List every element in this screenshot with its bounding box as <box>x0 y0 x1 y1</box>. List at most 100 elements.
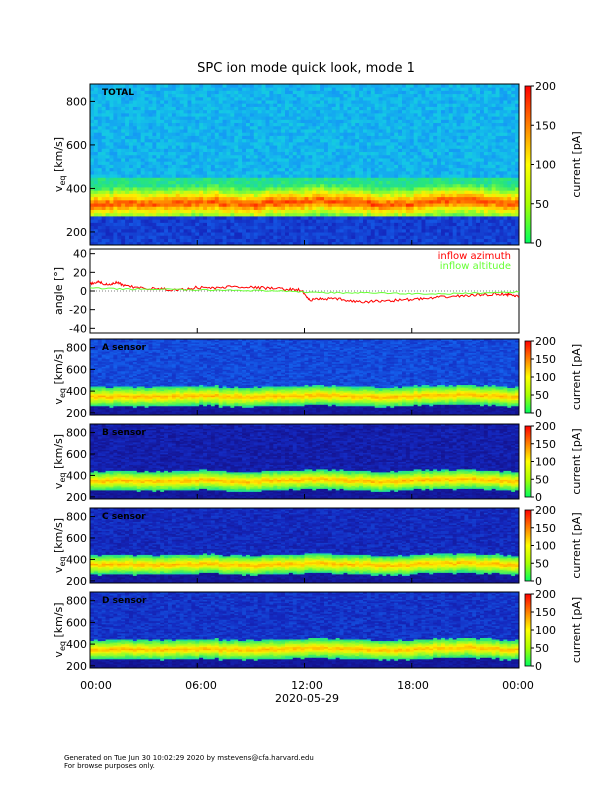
heatmap-cell <box>472 238 477 243</box>
heatmap-cell <box>378 96 383 101</box>
heatmap-cell <box>448 235 454 239</box>
heatmap-cell <box>394 135 399 140</box>
heatmap-cell <box>382 212 387 217</box>
heatmap-cell <box>316 203 321 207</box>
heatmap-cell <box>409 87 415 91</box>
heatmap-cell <box>366 216 372 220</box>
heatmap-cell <box>355 100 360 104</box>
heatmap-cell <box>363 212 368 217</box>
heatmap-cell <box>175 216 181 220</box>
heatmap-cell <box>468 145 473 149</box>
heatmap-cell <box>136 132 142 136</box>
heatmap-cell <box>101 174 106 178</box>
heatmap-cell <box>390 196 395 201</box>
heatmap-cell <box>164 196 169 201</box>
heatmap-cell <box>140 238 145 243</box>
heatmap-cell <box>195 193 200 198</box>
heatmap-cell <box>203 109 208 114</box>
heatmap-cell <box>456 103 461 107</box>
heatmap-cell <box>355 161 360 165</box>
heatmap-cell <box>394 119 399 124</box>
heatmap-cell <box>90 180 95 185</box>
heatmap-cell <box>168 196 173 201</box>
heatmap-cell <box>402 164 407 169</box>
heatmap-cell <box>429 241 434 246</box>
heatmap-cell <box>347 238 352 243</box>
heatmap-cell <box>312 154 317 159</box>
heatmap-cell <box>171 203 177 207</box>
heatmap-cell <box>382 219 387 223</box>
heatmap-cell <box>343 241 348 246</box>
heatmap-cell <box>316 116 321 120</box>
heatmap-cell <box>347 129 352 133</box>
heatmap-cell <box>164 167 169 172</box>
heatmap-cell <box>433 112 438 117</box>
heatmap-cell <box>203 132 208 136</box>
heatmap-cell <box>277 138 282 143</box>
heatmap-cell <box>168 232 173 236</box>
heatmap-cell <box>191 209 196 214</box>
heatmap-cell <box>444 196 450 201</box>
heatmap-cell <box>175 164 181 169</box>
heatmap-cell <box>253 90 259 95</box>
heatmap-cell <box>363 180 368 185</box>
heatmap-cell <box>476 145 481 149</box>
heatmap-cell <box>222 167 227 172</box>
heatmap-cell <box>222 103 227 107</box>
heatmap-cell <box>246 125 251 130</box>
heatmap-cell <box>160 161 165 165</box>
heatmap-cell <box>378 164 383 169</box>
heatmap-cell <box>312 216 317 220</box>
heatmap-cell <box>421 90 426 95</box>
heatmap-cell <box>183 148 188 153</box>
heatmap-cell <box>93 106 99 111</box>
heatmap-cell <box>140 90 145 95</box>
heatmap-cell <box>464 199 469 204</box>
heatmap-cell <box>129 158 134 162</box>
heatmap-cell <box>175 206 181 210</box>
heatmap-cell <box>273 183 278 188</box>
heatmap-cell <box>148 193 153 198</box>
heatmap-cell <box>437 190 442 194</box>
heatmap-cell <box>359 119 364 124</box>
heatmap-cell <box>363 219 368 223</box>
heatmap-cell <box>129 238 134 243</box>
heatmap-cell <box>140 183 145 188</box>
heatmap-cell <box>226 116 231 120</box>
heatmap-cell <box>132 190 138 194</box>
heatmap-cell <box>183 119 188 124</box>
heatmap-cell <box>437 135 442 140</box>
heatmap-cell <box>277 228 282 233</box>
heatmap-cell <box>195 219 200 223</box>
heatmap-cell <box>405 109 411 114</box>
heatmap-cell <box>359 84 364 88</box>
heatmap-cell <box>171 129 177 133</box>
heatmap-cell <box>421 122 426 127</box>
heatmap-cell <box>105 145 110 149</box>
heatmap-cell <box>417 190 422 194</box>
heatmap-cell <box>359 103 364 107</box>
heatmap-cell <box>136 158 142 162</box>
heatmap-cell <box>121 232 126 236</box>
heatmap-cell <box>105 190 110 194</box>
heatmap-cell <box>421 203 426 207</box>
heatmap-cell <box>117 238 122 243</box>
heatmap-cell <box>363 193 368 198</box>
heatmap-cell <box>183 158 188 162</box>
heatmap-cell <box>156 125 161 130</box>
heatmap-cell <box>374 222 379 227</box>
heatmap-cell <box>292 93 298 98</box>
heatmap-cell <box>363 87 368 91</box>
heatmap-cell <box>144 196 149 201</box>
heatmap-cell <box>187 158 192 162</box>
heatmap-cell <box>355 154 360 159</box>
heatmap-cell <box>472 199 477 204</box>
heatmap-cell <box>281 129 286 133</box>
heatmap-cell <box>160 132 165 136</box>
heatmap-cell <box>366 170 372 175</box>
heatmap-cell <box>179 106 184 111</box>
heatmap-cell <box>308 154 313 159</box>
heatmap-cell <box>359 112 364 117</box>
heatmap-cell <box>324 84 329 88</box>
heatmap-cell <box>460 241 465 246</box>
